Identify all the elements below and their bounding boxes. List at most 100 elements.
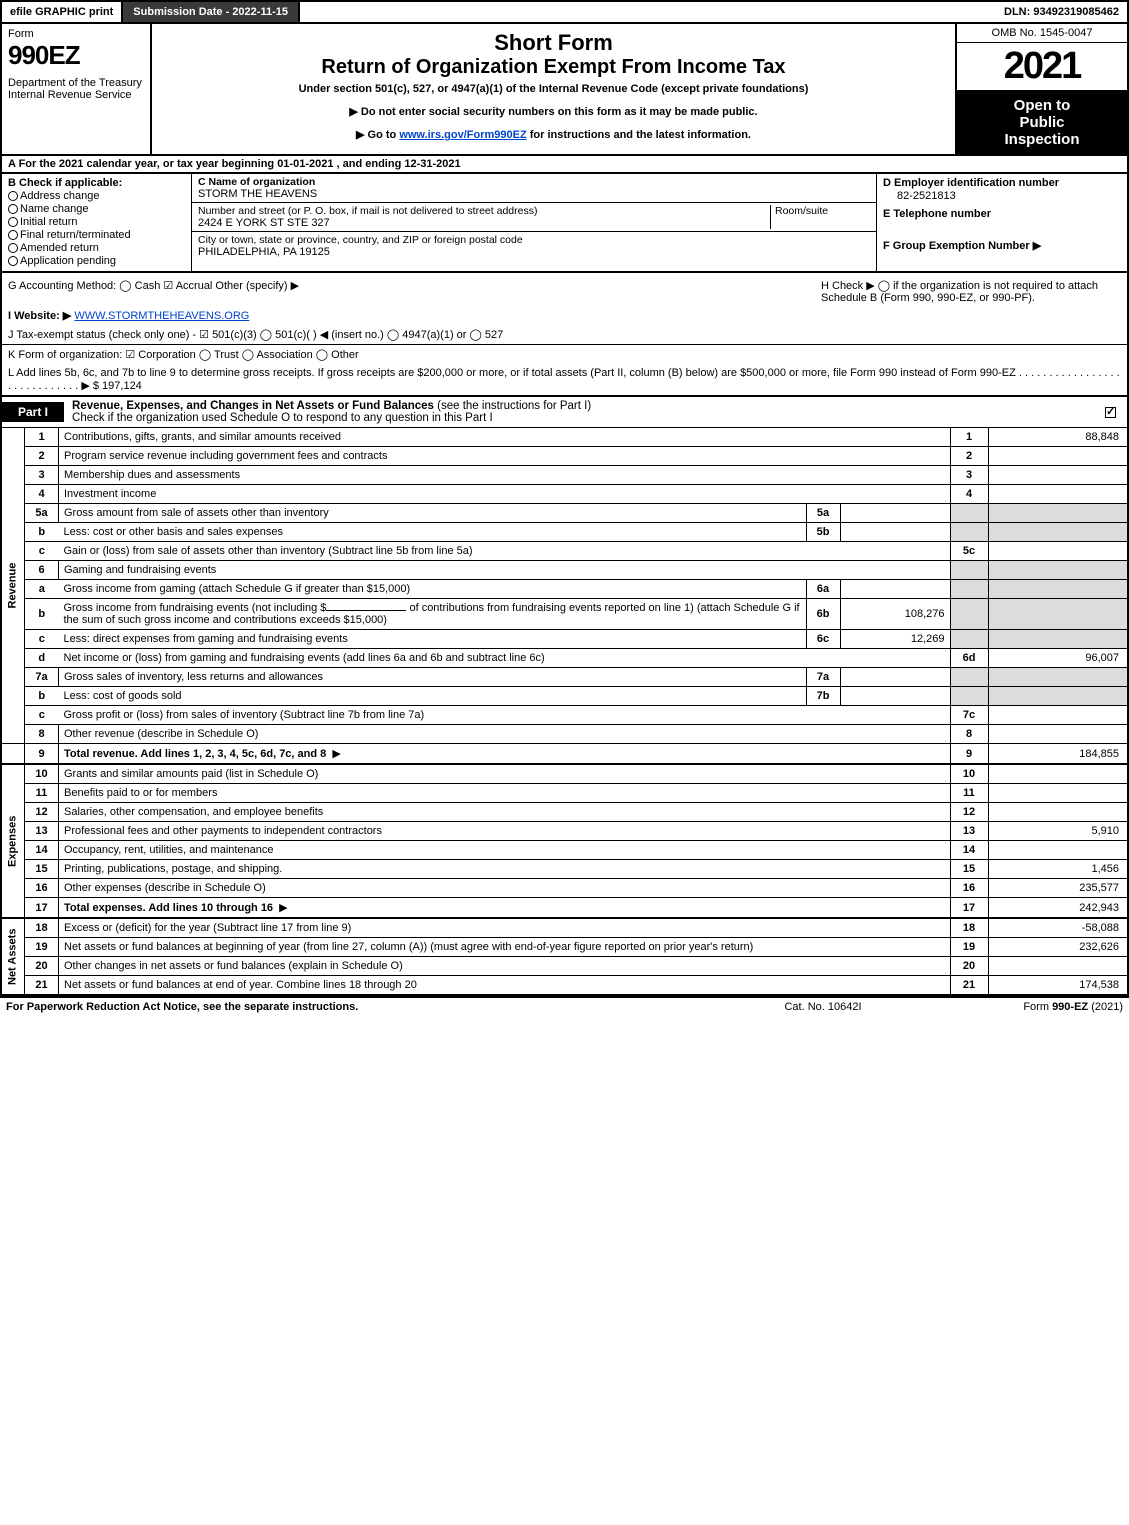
line-19: 19Net assets or fund balances at beginni…	[1, 938, 1128, 957]
section-c: C Name of organization STORM THE HEAVENS…	[192, 174, 877, 271]
return-title: Return of Organization Exempt From Incom…	[162, 56, 945, 79]
accounting-method: G Accounting Method: ◯ Cash ☑ Accrual Ot…	[8, 279, 821, 304]
website-link[interactable]: WWW.STORMTHEHEAVENS.ORG	[74, 310, 249, 322]
opt-2: Initial return	[20, 216, 77, 228]
l11-rlbl: 11	[950, 784, 988, 803]
footer-right-pre: Form	[1023, 1001, 1052, 1013]
chk-address-change[interactable]: Address change	[8, 190, 185, 202]
spacer	[300, 2, 996, 22]
l2-val	[988, 447, 1128, 466]
opt-3: Final return/terminated	[20, 229, 131, 241]
section-b: B Check if applicable: Address change Na…	[2, 174, 192, 271]
l7a-m: 7a	[806, 668, 840, 687]
l15-val: 1,456	[988, 860, 1128, 879]
l17-desc: Total expenses. Add lines 10 through 16	[64, 902, 273, 914]
open-line1: Open to	[961, 97, 1123, 114]
submission-date-button[interactable]: Submission Date - 2022-11-15	[123, 2, 300, 22]
header-center: Short Form Return of Organization Exempt…	[152, 24, 957, 154]
l2-rlbl: 2	[950, 447, 988, 466]
l6a-m: 6a	[806, 580, 840, 599]
city-row: City or town, state or province, country…	[192, 232, 876, 260]
l9-rlbl: 9	[950, 744, 988, 765]
l21-desc: Net assets or fund balances at end of ye…	[59, 976, 951, 996]
row-gh: G Accounting Method: ◯ Cash ☑ Accrual Ot…	[0, 273, 1129, 306]
footer-right: Form 990-EZ (2021)	[923, 1001, 1123, 1013]
l14-rlbl: 14	[950, 841, 988, 860]
line-7c: cGross profit or (loss) from sales of in…	[1, 706, 1128, 725]
l8-desc: Other revenue (describe in Schedule O)	[59, 725, 951, 744]
dln-label: DLN: 93492319085462	[996, 2, 1127, 22]
chk-name-change[interactable]: Name change	[8, 203, 185, 215]
l10-rlbl: 10	[950, 764, 988, 784]
line-21: 21Net assets or fund balances at end of …	[1, 976, 1128, 996]
l15-rlbl: 15	[950, 860, 988, 879]
top-bar: efile GRAPHIC print Submission Date - 20…	[0, 0, 1129, 24]
l3-desc: Membership dues and assessments	[59, 466, 951, 485]
tax-year: 2021	[957, 43, 1127, 91]
l11-val	[988, 784, 1128, 803]
line-5c: cGain or (loss) from sale of assets othe…	[1, 542, 1128, 561]
l3-val	[988, 466, 1128, 485]
line-9: 9 Total revenue. Add lines 1, 2, 3, 4, 5c…	[1, 744, 1128, 765]
under-section: Under section 501(c), 527, or 4947(a)(1)…	[162, 83, 945, 95]
l1-val: 88,848	[988, 428, 1128, 447]
chk-final-return[interactable]: Final return/terminated	[8, 229, 185, 241]
l7a-mv	[840, 668, 950, 687]
note2-pre: ▶ Go to	[356, 129, 399, 141]
l3-rlbl: 3	[950, 466, 988, 485]
l12-desc: Salaries, other compensation, and employ…	[59, 803, 951, 822]
l17-val: 242,943	[988, 898, 1128, 919]
org-name-label: C Name of organization	[198, 176, 870, 188]
open-to-public: Open to Public Inspection	[957, 91, 1127, 154]
l1-rlbl: 1	[950, 428, 988, 447]
chk-pending[interactable]: Application pending	[8, 255, 185, 267]
org-name-row: C Name of organization STORM THE HEAVENS	[192, 174, 876, 203]
line-20: 20Other changes in net assets or fund ba…	[1, 957, 1128, 976]
netassets-vert-label: Net Assets	[1, 918, 25, 995]
l5b-desc: Less: cost or other basis and sales expe…	[59, 523, 807, 542]
irs-link[interactable]: www.irs.gov/Form990EZ	[399, 129, 526, 141]
l8-val	[988, 725, 1128, 744]
l1-desc: Contributions, gifts, grants, and simila…	[64, 431, 341, 443]
l7c-val	[988, 706, 1128, 725]
section-h: H Check ▶ ◯ if the organization is not r…	[821, 279, 1121, 304]
l9-desc: Total revenue. Add lines 1, 2, 3, 4, 5c,…	[64, 748, 326, 760]
part1-title-bold: Revenue, Expenses, and Changes in Net As…	[72, 400, 434, 412]
tel	[897, 221, 1121, 233]
line-1: Revenue 1Contributions, gifts, grants, a…	[1, 428, 1128, 447]
city: PHILADELPHIA, PA 19125	[198, 246, 870, 258]
l14-val	[988, 841, 1128, 860]
street-row: Number and street (or P. O. box, if mail…	[192, 203, 876, 232]
l4-val	[988, 485, 1128, 504]
revenue-vert-label: Revenue	[1, 428, 25, 744]
l18-val: -58,088	[988, 918, 1128, 938]
l15-desc: Printing, publications, postage, and shi…	[59, 860, 951, 879]
row-k: K Form of organization: ☑ Corporation ◯ …	[0, 344, 1129, 364]
part1-checkbox[interactable]	[1105, 406, 1127, 418]
l17-rlbl: 17	[950, 898, 988, 919]
l6c-desc: Less: direct expenses from gaming and fu…	[59, 630, 807, 649]
l6b-m: 6b	[806, 599, 840, 630]
l2-desc: Program service revenue including govern…	[59, 447, 951, 466]
chk-amended[interactable]: Amended return	[8, 242, 185, 254]
opt-1: Name change	[20, 203, 89, 215]
l6b-desc: Gross income from fundraising events (no…	[59, 599, 807, 630]
line-6a: aGross income from gaming (attach Schedu…	[1, 580, 1128, 599]
open-line2: Public	[961, 114, 1123, 131]
l5a-m: 5a	[806, 504, 840, 523]
tel-label: E Telephone number	[883, 208, 1121, 220]
l10-desc: Grants and similar amounts paid (list in…	[59, 764, 951, 784]
part1-header: Part I Revenue, Expenses, and Changes in…	[0, 397, 1129, 428]
l5b-m: 5b	[806, 523, 840, 542]
l5a-desc: Gross amount from sale of assets other t…	[59, 504, 807, 523]
ein: 82-2521813	[897, 190, 1121, 202]
l11-desc: Benefits paid to or for members	[59, 784, 951, 803]
line-6c: cLess: direct expenses from gaming and f…	[1, 630, 1128, 649]
efile-print-button[interactable]: efile GRAPHIC print	[2, 2, 123, 22]
l6b-mv: 108,276	[840, 599, 950, 630]
l18-desc: Excess or (deficit) for the year (Subtra…	[59, 918, 951, 938]
chk-initial-return[interactable]: Initial return	[8, 216, 185, 228]
city-label: City or town, state or province, country…	[198, 234, 870, 246]
l7b-m: 7b	[806, 687, 840, 706]
l8-rlbl: 8	[950, 725, 988, 744]
